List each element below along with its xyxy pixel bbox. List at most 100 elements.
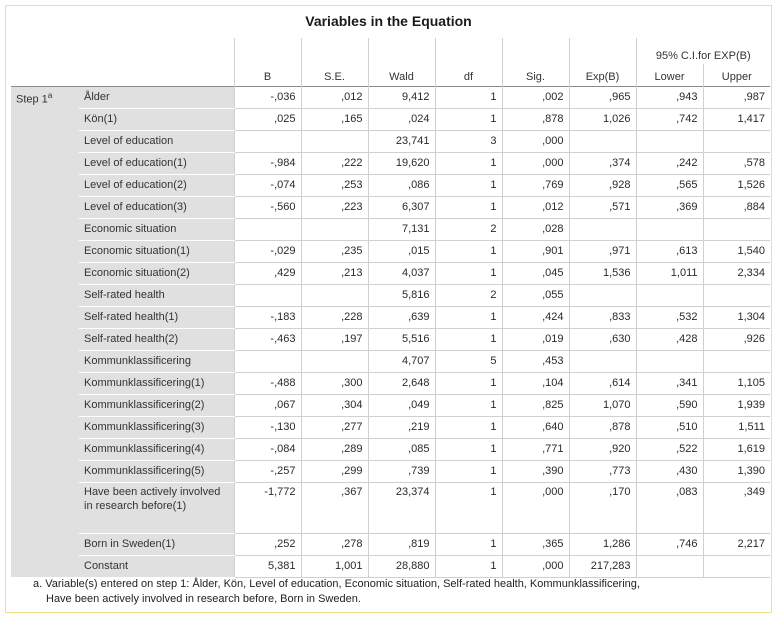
table-cell: -,029 [233,240,301,263]
table-cell: ,025 [233,108,301,131]
table-cell [300,284,368,307]
table-cell: ,578 [702,152,770,175]
table-cell: ,049 [367,394,435,417]
footnote-line-1: a. Variable(s) entered on step 1: Ålder,… [33,578,640,590]
table-row: Self-rated health 5,816 2,055 [11,284,770,307]
table-cell: ,522 [635,438,703,461]
table-cell: ,746 [635,533,703,556]
table-cell: ,833 [568,306,636,329]
table-cell: ,429 [233,262,301,285]
col-header-se: S.E. [300,64,368,86]
row-label: Ålder [79,86,234,109]
table-cell: -,257 [233,460,301,483]
table-cell: ,000 [501,130,569,153]
table-cell: ,769 [501,174,569,197]
table-cell: 1 [434,372,502,395]
table-cell: 1,011 [635,262,703,285]
table-cell: ,742 [635,108,703,131]
table-cell [635,130,703,153]
row-label: Economic situation [79,218,234,241]
table-cell: 1 [434,416,502,439]
table-cell [300,130,368,153]
table-cell: ,085 [367,438,435,461]
row-label: Level of education(2) [79,174,234,197]
table-cell: 1,026 [568,108,636,131]
table-row: Level of education 23,741 3,000 [11,130,770,153]
table-cell: 9,412 [367,86,435,109]
col-header-b: B [233,64,301,86]
table-cell: ,590 [635,394,703,417]
row-label: Level of education [79,130,234,153]
table-cell: ,341 [635,372,703,395]
table-cell: 5,816 [367,284,435,307]
table-cell: ,222 [300,152,368,175]
table-cell: 1 [434,394,502,417]
table-cell: ,300 [300,372,368,395]
table-cell: 4,037 [367,262,435,285]
table-cell: ,630 [568,328,636,351]
table-cell: 217,283 [568,555,636,578]
row-label: Born in Sweden(1) [79,533,234,556]
table-cell: -,488 [233,372,301,395]
table-cell: 1,105 [702,372,770,395]
table-cell: ,002 [501,86,569,109]
row-label: Kommunklassificering(5) [79,460,234,483]
col-header-wald: Wald [367,64,435,86]
table-cell: ,739 [367,460,435,483]
table-cell: 2,217 [702,533,770,556]
table-row: Economic situation 7,131 2,028 [11,218,770,241]
table-cell: ,453 [501,350,569,373]
table-cell: ,223 [300,196,368,219]
table-cell: ,920 [568,438,636,461]
table-cell: ,390 [501,460,569,483]
table-title: Variables in the Equation [305,13,472,29]
footnote-line-2: Have been actively involved in research … [46,593,361,605]
ci-header: 95% C.I.for EXP(B) [635,38,770,64]
table-cell: ,277 [300,416,368,439]
table-cell: ,965 [568,86,636,109]
table-cell: 3 [434,130,502,153]
table-cell [233,218,301,241]
row-label: Economic situation(2) [79,262,234,285]
table-row: Have been actively involved in research … [11,482,770,534]
table-cell: -,074 [233,174,301,197]
table-cell: ,000 [501,555,569,578]
table-cell: ,012 [501,196,569,219]
table-cell: -1,772 [233,482,301,534]
table-cell [568,284,636,307]
table-cell: 1 [434,306,502,329]
table-cell: ,640 [501,416,569,439]
table-row: Self-rated health(2) -,463,197 5,516 1,019,… [11,328,770,351]
row-label: Kommunklassificering(2) [79,394,234,417]
table-cell: ,000 [501,152,569,175]
table-cell: ,613 [635,240,703,263]
table-cell: ,197 [300,328,368,351]
table-cell: 1,304 [702,306,770,329]
row-label: Kön(1) [79,108,234,131]
table-cell: ,165 [300,108,368,131]
table-row: Kommunklassificering(3) -,130,277,219 1,64… [11,416,770,439]
table-cell: ,771 [501,438,569,461]
col-header-sig: Sig. [501,64,569,86]
table-cell: ,104 [501,372,569,395]
table-cell: ,639 [367,306,435,329]
table-cell: ,304 [300,394,368,417]
table-cell: ,253 [300,174,368,197]
table-cell: ,015 [367,240,435,263]
table-cell [233,350,301,373]
table-cell: -,183 [233,306,301,329]
table-cell: 1 [434,328,502,351]
table-cell: ,252 [233,533,301,556]
row-label: Kommunklassificering(3) [79,416,234,439]
table-cell: -,984 [233,152,301,175]
table-cell: ,987 [702,86,770,109]
table-cell [702,218,770,241]
table-cell: ,299 [300,460,368,483]
row-label: Kommunklassificering [79,350,234,373]
table-cell: 1 [434,533,502,556]
table-cell: ,000 [501,482,569,534]
table-cell: 5,516 [367,328,435,351]
col-header-upper: Upper [702,64,770,86]
table-cell: 1 [434,262,502,285]
table-cell: -,130 [233,416,301,439]
